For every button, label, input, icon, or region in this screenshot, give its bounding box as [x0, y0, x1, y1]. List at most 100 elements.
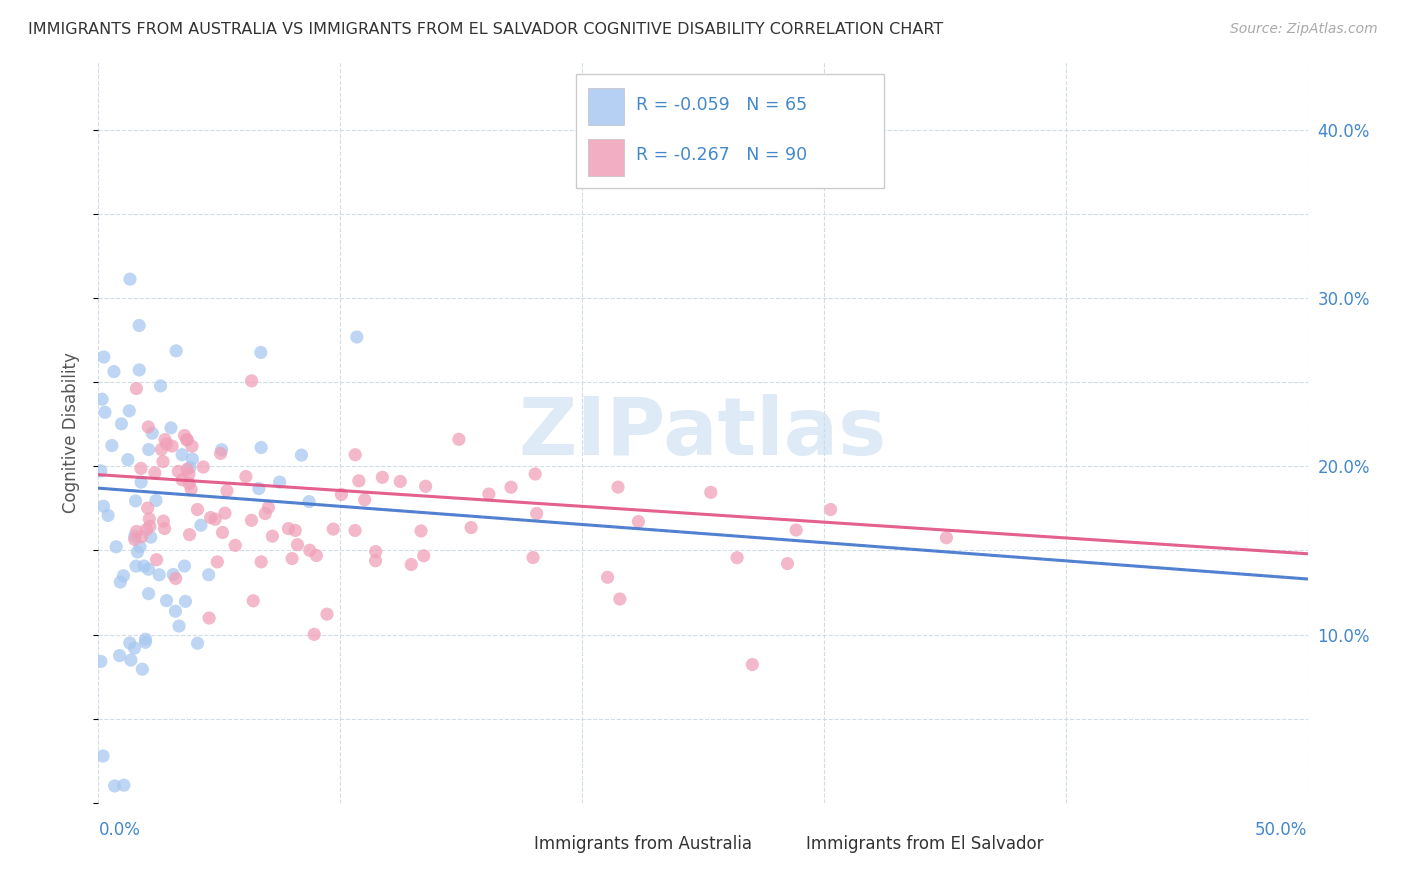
Point: [371, 470, 394, 484]
Point: [138, 442, 160, 457]
Point: [198, 611, 221, 625]
Point: [186, 636, 208, 650]
Point: [134, 632, 156, 647]
Point: [138, 587, 160, 601]
Point: [409, 524, 432, 538]
Point: [235, 469, 257, 483]
Point: [785, 523, 807, 537]
Point: [322, 522, 344, 536]
Text: 0.0%: 0.0%: [98, 822, 141, 839]
Point: [609, 592, 631, 607]
Point: [935, 531, 957, 545]
Point: [364, 544, 387, 558]
Point: [214, 506, 236, 520]
Point: [179, 460, 201, 475]
Point: [128, 318, 150, 333]
Point: [124, 529, 146, 543]
Point: [524, 467, 547, 481]
Point: [167, 619, 190, 633]
Point: [200, 510, 222, 524]
Point: [139, 530, 162, 544]
Point: [330, 487, 353, 501]
Point: [627, 515, 650, 529]
Point: [298, 494, 321, 508]
Point: [209, 446, 232, 460]
Point: [741, 657, 763, 672]
Point: [177, 467, 200, 482]
Point: [287, 538, 309, 552]
Point: [118, 404, 141, 418]
Point: [240, 374, 263, 388]
Point: [110, 417, 132, 431]
Point: [135, 523, 157, 537]
Point: [120, 653, 142, 667]
Point: [347, 474, 370, 488]
Point: [305, 549, 328, 563]
Point: [90, 464, 112, 478]
Point: [153, 522, 176, 536]
Point: [176, 433, 198, 447]
Point: [173, 428, 195, 442]
Point: [138, 512, 160, 526]
Point: [344, 524, 367, 538]
Point: [93, 350, 115, 364]
Point: [399, 558, 422, 572]
Point: [91, 392, 114, 407]
Point: [148, 567, 170, 582]
Point: [93, 500, 115, 514]
Point: [522, 550, 544, 565]
Point: [152, 514, 174, 528]
Point: [124, 494, 146, 508]
FancyBboxPatch shape: [498, 835, 524, 857]
Point: [725, 550, 748, 565]
Point: [364, 554, 387, 568]
Point: [125, 524, 148, 539]
Point: [165, 604, 187, 618]
Text: Immigrants from Australia: Immigrants from Australia: [534, 835, 752, 854]
Point: [94, 405, 117, 419]
Point: [118, 272, 141, 286]
Point: [128, 363, 150, 377]
FancyBboxPatch shape: [576, 73, 884, 188]
Point: [596, 570, 619, 584]
Point: [149, 379, 172, 393]
Text: ZIPatlas: ZIPatlas: [519, 393, 887, 472]
Point: [250, 345, 273, 359]
Point: [257, 500, 280, 515]
Point: [108, 648, 131, 663]
Text: IMMIGRANTS FROM AUSTRALIA VS IMMIGRANTS FROM EL SALVADOR COGNITIVE DISABILITY CO: IMMIGRANTS FROM AUSTRALIA VS IMMIGRANTS …: [28, 22, 943, 37]
Point: [412, 549, 434, 563]
Point: [101, 438, 124, 452]
Text: R = -0.267   N = 90: R = -0.267 N = 90: [637, 146, 807, 164]
Point: [125, 382, 148, 396]
Point: [165, 571, 187, 585]
Point: [478, 487, 501, 501]
Point: [127, 545, 149, 559]
Point: [125, 559, 148, 574]
Point: [204, 512, 226, 526]
Point: [129, 475, 152, 490]
Point: [190, 518, 212, 533]
Point: [224, 538, 246, 552]
Point: [250, 441, 273, 455]
Point: [176, 433, 198, 447]
Point: [155, 593, 177, 607]
Point: [153, 433, 176, 447]
Point: [298, 543, 321, 558]
Text: R = -0.059   N = 65: R = -0.059 N = 65: [637, 95, 807, 113]
Point: [136, 420, 159, 434]
Point: [700, 485, 723, 500]
Point: [160, 421, 183, 435]
Point: [820, 502, 842, 516]
Point: [145, 493, 167, 508]
Point: [172, 448, 194, 462]
Point: [242, 594, 264, 608]
Point: [104, 779, 127, 793]
Text: Source: ZipAtlas.com: Source: ZipAtlas.com: [1230, 22, 1378, 37]
Point: [526, 507, 548, 521]
Text: 50.0%: 50.0%: [1256, 822, 1308, 839]
Point: [165, 343, 187, 358]
Point: [155, 437, 177, 451]
Point: [179, 527, 201, 541]
Point: [112, 778, 135, 792]
